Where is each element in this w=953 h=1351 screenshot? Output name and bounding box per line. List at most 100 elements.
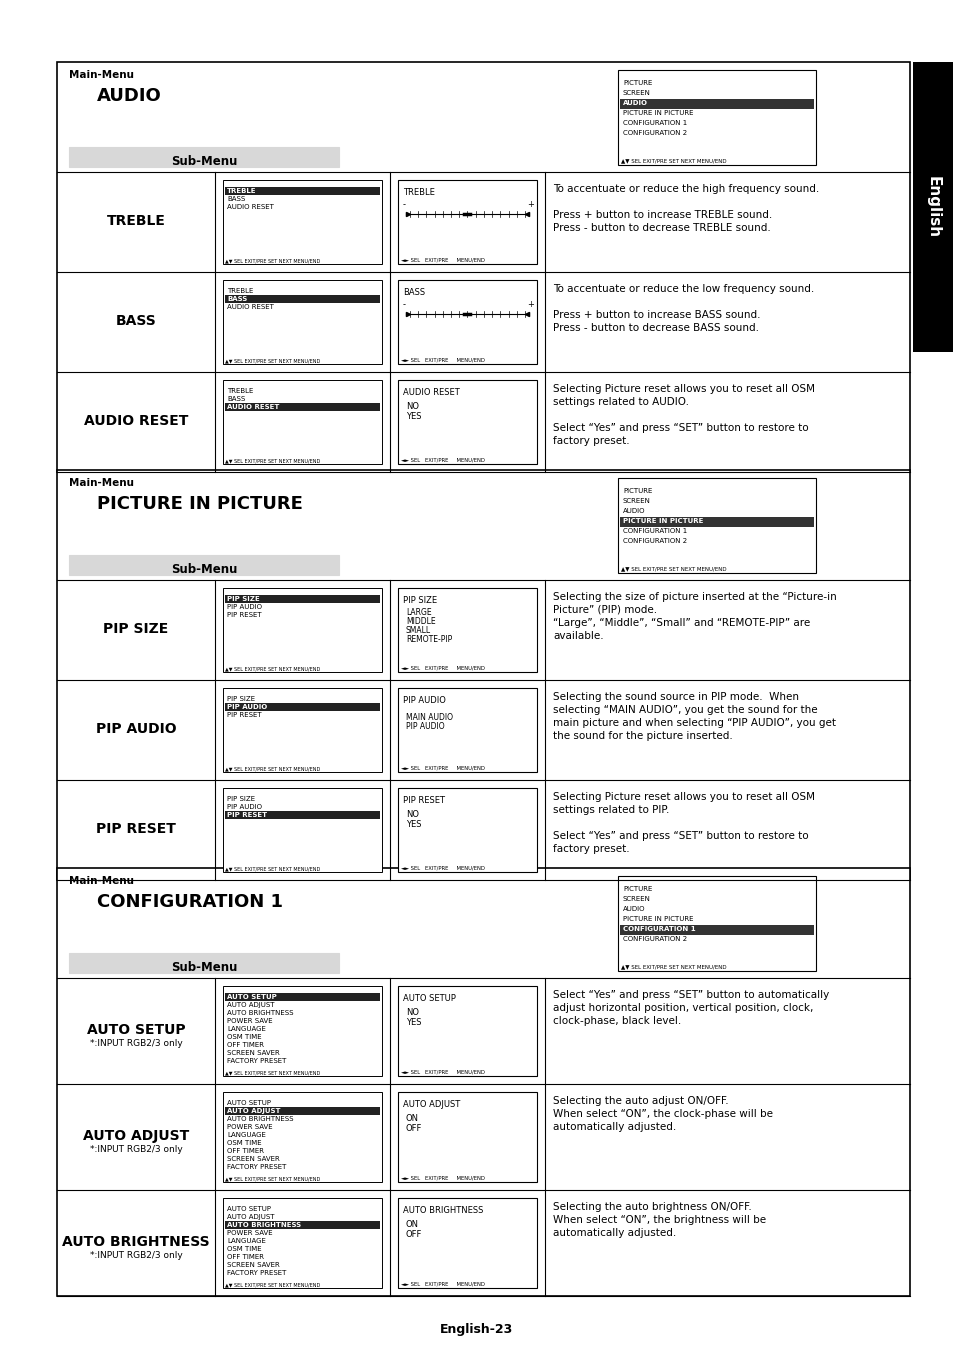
- Text: AUTO ADJUST: AUTO ADJUST: [227, 1108, 280, 1115]
- Text: CONFIGURATION 2: CONFIGURATION 2: [622, 130, 686, 136]
- Text: LANGUAGE: LANGUAGE: [227, 1132, 266, 1138]
- Text: ◄► SEL   EXIT/PRE     MENU/END: ◄► SEL EXIT/PRE MENU/END: [400, 666, 484, 671]
- Text: OSM TIME: OSM TIME: [227, 1140, 261, 1146]
- Text: ON: ON: [406, 1220, 418, 1229]
- Text: +: +: [526, 200, 534, 209]
- Bar: [57, 867, 909, 1296]
- Text: OFF TIMER: OFF TIMER: [227, 1042, 264, 1048]
- Text: NO: NO: [406, 1008, 418, 1017]
- Text: +: +: [526, 300, 534, 309]
- Text: AUTO BRIGHTNESS: AUTO BRIGHTNESS: [227, 1116, 294, 1121]
- Text: ▲▼ SEL EXIT/PRE SET NEXT MENU/END: ▲▼ SEL EXIT/PRE SET NEXT MENU/END: [225, 358, 320, 363]
- Text: ◄► SEL   EXIT/PRE     MENU/END: ◄► SEL EXIT/PRE MENU/END: [400, 866, 484, 871]
- Text: Selecting the auto adjust ON/OFF.: Selecting the auto adjust ON/OFF.: [553, 1096, 728, 1106]
- Bar: [618, 478, 815, 573]
- Text: FACTORY PRESET: FACTORY PRESET: [227, 1165, 286, 1170]
- Text: SMALL: SMALL: [406, 626, 431, 635]
- Text: ▲▼ SEL EXIT/PRE SET NEXT MENU/END: ▲▼ SEL EXIT/PRE SET NEXT MENU/END: [225, 766, 320, 771]
- Text: TREBLE: TREBLE: [107, 213, 165, 228]
- Bar: [223, 986, 381, 1075]
- Text: PIP AUDIO: PIP AUDIO: [406, 721, 444, 731]
- Text: Sub-Menu: Sub-Menu: [171, 155, 237, 168]
- Bar: [223, 380, 381, 463]
- Bar: [225, 1106, 379, 1115]
- Text: OFF TIMER: OFF TIMER: [227, 1254, 264, 1260]
- Text: AUDIO RESET: AUDIO RESET: [84, 413, 188, 428]
- Text: Select “Yes” and press “SET” button to automatically: Select “Yes” and press “SET” button to a…: [553, 990, 828, 1000]
- Text: PIP RESET: PIP RESET: [227, 812, 267, 817]
- Text: LANGUAGE: LANGUAGE: [227, 1238, 266, 1244]
- Bar: [619, 517, 813, 527]
- Text: PIP AUDIO: PIP AUDIO: [227, 704, 267, 711]
- Text: ◄► SEL   EXIT/PRE     MENU/END: ◄► SEL EXIT/PRE MENU/END: [400, 1282, 484, 1288]
- Text: AUTO SETUP: AUTO SETUP: [227, 1206, 271, 1212]
- Text: ▲▼ SEL EXIT/PRE SET NEXT MENU/END: ▲▼ SEL EXIT/PRE SET NEXT MENU/END: [225, 458, 320, 463]
- Text: REMOTE-PIP: REMOTE-PIP: [406, 635, 452, 644]
- Text: CONFIGURATION 1: CONFIGURATION 1: [622, 925, 695, 932]
- Text: Press - button to decrease BASS sound.: Press - button to decrease BASS sound.: [553, 323, 759, 332]
- Text: settings related to PIP.: settings related to PIP.: [553, 805, 669, 815]
- Bar: [57, 62, 909, 471]
- Text: LARGE: LARGE: [406, 608, 431, 617]
- Text: AUTO BRIGHTNESS: AUTO BRIGHTNESS: [62, 1235, 210, 1250]
- Text: the sound for the picture inserted.: the sound for the picture inserted.: [553, 731, 732, 740]
- Text: AUDIO RESET: AUDIO RESET: [227, 404, 279, 409]
- Text: POWER SAVE: POWER SAVE: [227, 1124, 273, 1129]
- Text: PIP AUDIO: PIP AUDIO: [402, 696, 445, 705]
- Text: PICTURE IN PICTURE: PICTURE IN PICTURE: [622, 517, 702, 524]
- Bar: [397, 280, 537, 363]
- Text: PIP RESET: PIP RESET: [402, 796, 444, 805]
- Text: SCREEN SAVER: SCREEN SAVER: [227, 1156, 279, 1162]
- Text: POWER SAVE: POWER SAVE: [227, 1229, 273, 1236]
- Text: CONFIGURATION 1: CONFIGURATION 1: [97, 893, 283, 911]
- Text: English: English: [925, 176, 940, 238]
- Text: AUTO BRIGHTNESS: AUTO BRIGHTNESS: [402, 1206, 483, 1215]
- Text: AUTO SETUP: AUTO SETUP: [227, 994, 276, 1000]
- Bar: [69, 147, 338, 168]
- Bar: [225, 703, 379, 711]
- Text: PICTURE: PICTURE: [622, 80, 652, 86]
- Text: BASS: BASS: [402, 288, 425, 297]
- Text: *:INPUT RGB2/3 only: *:INPUT RGB2/3 only: [90, 1039, 182, 1048]
- Text: PIP SIZE: PIP SIZE: [103, 621, 169, 636]
- Text: CONFIGURATION 1: CONFIGURATION 1: [622, 120, 686, 126]
- Text: TREBLE: TREBLE: [227, 388, 253, 394]
- Text: ON: ON: [406, 1115, 418, 1123]
- Text: AUTO SETUP: AUTO SETUP: [87, 1023, 185, 1038]
- Text: OFF: OFF: [406, 1229, 422, 1239]
- Text: When select “ON”, the brightness will be: When select “ON”, the brightness will be: [553, 1215, 765, 1225]
- Text: Press + button to increase BASS sound.: Press + button to increase BASS sound.: [553, 309, 760, 320]
- Text: Press - button to decrease TREBLE sound.: Press - button to decrease TREBLE sound.: [553, 223, 770, 232]
- Text: PIP AUDIO: PIP AUDIO: [227, 604, 262, 611]
- Bar: [69, 555, 338, 576]
- Text: ◄► SEL   EXIT/PRE     MENU/END: ◄► SEL EXIT/PRE MENU/END: [400, 766, 484, 771]
- Text: AUDIO RESET: AUDIO RESET: [227, 204, 274, 209]
- Text: automatically adjusted.: automatically adjusted.: [553, 1228, 676, 1238]
- Text: TREBLE: TREBLE: [227, 188, 256, 195]
- Text: ▲▼ SEL EXIT/PRE SET NEXT MENU/END: ▲▼ SEL EXIT/PRE SET NEXT MENU/END: [620, 158, 726, 163]
- Text: AUDIO RESET: AUDIO RESET: [227, 304, 274, 309]
- Text: Selecting the auto brightness ON/OFF.: Selecting the auto brightness ON/OFF.: [553, 1202, 751, 1212]
- Text: settings related to AUDIO.: settings related to AUDIO.: [553, 397, 688, 407]
- Text: AUTO ADJUST: AUTO ADJUST: [227, 1215, 274, 1220]
- Text: SCREEN: SCREEN: [622, 896, 650, 902]
- Text: Sub-Menu: Sub-Menu: [171, 961, 237, 974]
- Text: ◄► SEL   EXIT/PRE     MENU/END: ◄► SEL EXIT/PRE MENU/END: [400, 258, 484, 263]
- Bar: [397, 788, 537, 871]
- Bar: [225, 811, 379, 819]
- Text: OSM TIME: OSM TIME: [227, 1246, 261, 1252]
- Text: ▲▼ SEL EXIT/PRE SET NEXT MENU/END: ▲▼ SEL EXIT/PRE SET NEXT MENU/END: [620, 566, 726, 571]
- Text: SCREEN SAVER: SCREEN SAVER: [227, 1262, 279, 1269]
- Bar: [397, 688, 537, 771]
- Text: automatically adjusted.: automatically adjusted.: [553, 1121, 676, 1132]
- Text: SCREEN: SCREEN: [622, 91, 650, 96]
- Text: CONFIGURATION 2: CONFIGURATION 2: [622, 936, 686, 942]
- Text: NO: NO: [406, 811, 418, 819]
- Text: AUDIO: AUDIO: [622, 907, 645, 912]
- Text: YES: YES: [406, 1019, 421, 1027]
- Text: TREBLE: TREBLE: [227, 288, 253, 295]
- Text: Selecting Picture reset allows you to reset all OSM: Selecting Picture reset allows you to re…: [553, 792, 814, 802]
- Text: Main-Menu: Main-Menu: [69, 478, 133, 488]
- Bar: [397, 588, 537, 671]
- Bar: [397, 1092, 537, 1182]
